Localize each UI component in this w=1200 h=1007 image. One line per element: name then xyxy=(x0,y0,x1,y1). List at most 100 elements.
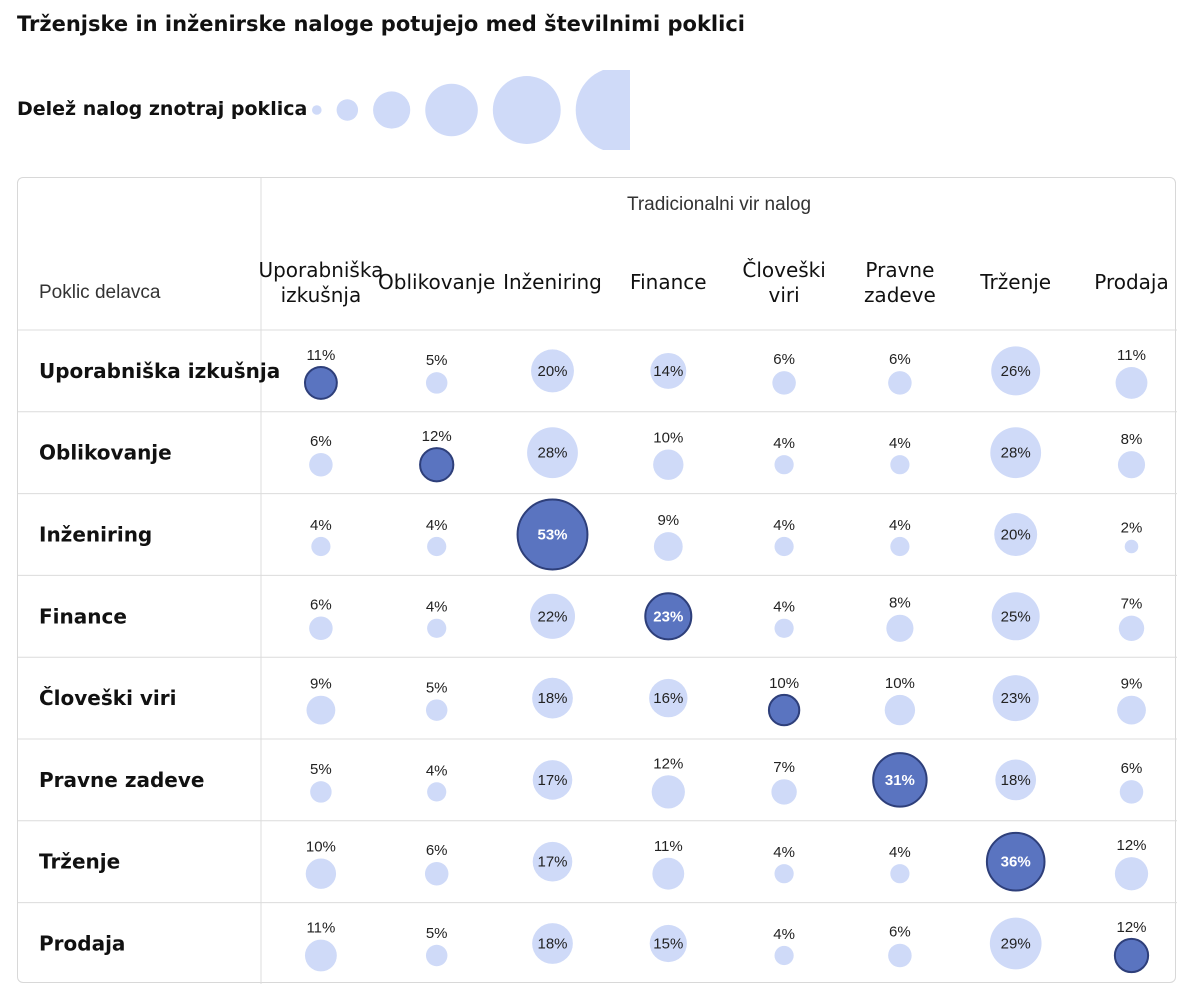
data-label: 6% xyxy=(426,842,448,859)
row-header: Inženiring xyxy=(39,523,152,547)
data-bubble xyxy=(1119,780,1144,804)
data-bubble xyxy=(653,449,684,480)
legend-label: Delež nalog znotraj poklica xyxy=(17,98,308,120)
data-bubble xyxy=(424,861,449,886)
column-header-line: Človeški xyxy=(742,258,825,282)
data-label: 7% xyxy=(773,759,795,776)
row-header: Pravne zadeve xyxy=(39,768,204,792)
data-label: 4% xyxy=(773,599,795,616)
column-header: Finance xyxy=(630,270,707,294)
data-bubble xyxy=(774,536,794,557)
data-bubble xyxy=(425,372,448,394)
data-bubble xyxy=(652,857,685,890)
data-label: 4% xyxy=(426,599,448,616)
row-header: Finance xyxy=(39,604,127,628)
data-bubble xyxy=(992,675,1039,722)
column-header-line: Finance xyxy=(630,270,707,294)
data-bubble xyxy=(1117,695,1146,725)
data-bubble xyxy=(649,678,688,718)
data-label: 16% xyxy=(653,690,683,707)
data-bubble xyxy=(771,779,797,805)
data-label: 10% xyxy=(769,675,799,692)
column-header-line: Prodaja xyxy=(1094,270,1169,294)
data-label: 17% xyxy=(537,772,567,789)
data-bubble xyxy=(427,782,447,802)
data-label: 4% xyxy=(889,435,911,452)
data-bubble xyxy=(1117,451,1146,479)
data-label: 12% xyxy=(1116,837,1146,854)
row-header: Trženje xyxy=(39,850,120,874)
legend-bubble xyxy=(425,83,478,137)
column-header: Uporabniška izkušnja xyxy=(258,258,383,307)
data-label: 9% xyxy=(310,676,332,693)
data-label: 18% xyxy=(537,690,567,707)
data-label: 9% xyxy=(1121,676,1143,693)
row-header: Prodaja xyxy=(39,932,125,956)
column-header: Inženiring xyxy=(503,270,602,294)
data-bubble xyxy=(1115,366,1148,399)
data-label: 28% xyxy=(537,445,567,462)
data-bubble xyxy=(994,513,1038,556)
data-bubble xyxy=(303,365,338,400)
data-label: 10% xyxy=(653,430,683,447)
data-label: 5% xyxy=(426,679,448,696)
data-bubble xyxy=(991,346,1041,396)
data-label: 5% xyxy=(426,352,448,369)
data-label: 53% xyxy=(537,527,567,544)
column-header-line: Pravne xyxy=(865,258,934,282)
data-bubble xyxy=(774,864,794,884)
data-label: 8% xyxy=(889,595,911,612)
data-bubble xyxy=(890,455,910,475)
data-label: 22% xyxy=(537,608,567,625)
data-label: 4% xyxy=(426,517,448,534)
data-label: 11% xyxy=(306,920,335,937)
data-label: 11% xyxy=(1117,347,1146,364)
data-label: 18% xyxy=(1001,772,1031,789)
row-header: Uporabniška izkušnja xyxy=(39,359,280,383)
data-bubble xyxy=(774,618,794,638)
data-bubble xyxy=(653,532,683,561)
data-bubble xyxy=(309,452,333,477)
data-bubble xyxy=(529,593,576,639)
data-bubble xyxy=(774,455,794,475)
data-label: 6% xyxy=(1121,760,1143,777)
row-header: Človeški viri xyxy=(39,686,177,710)
data-label: 18% xyxy=(537,936,567,953)
data-label: 4% xyxy=(773,435,795,452)
data-bubble xyxy=(309,616,333,641)
data-bubble xyxy=(995,759,1037,801)
data-label: 20% xyxy=(537,363,567,380)
data-bubble xyxy=(649,924,687,963)
data-label: 36% xyxy=(1001,854,1031,871)
data-label: 5% xyxy=(426,925,448,942)
data-bubble xyxy=(991,592,1040,641)
data-bubble xyxy=(532,841,573,882)
data-label: 29% xyxy=(1001,936,1031,953)
data-label: 8% xyxy=(1121,431,1143,448)
data-label: 4% xyxy=(773,926,795,943)
data-label: 25% xyxy=(1001,608,1031,625)
data-label: 12% xyxy=(653,755,683,772)
data-label: 4% xyxy=(773,844,795,861)
column-header: Prodaja xyxy=(1094,270,1169,294)
data-label: 6% xyxy=(310,597,332,614)
data-label: 17% xyxy=(537,854,567,871)
data-bubble xyxy=(651,775,685,809)
legend-bubble xyxy=(336,99,359,121)
column-header: Oblikovanje xyxy=(378,270,495,294)
data-label: 6% xyxy=(889,924,911,941)
data-bubble xyxy=(650,352,687,389)
data-bubble xyxy=(419,447,455,483)
data-bubble xyxy=(985,831,1046,892)
legend-bubble xyxy=(373,91,411,129)
data-label: 5% xyxy=(310,761,332,778)
data-bubble xyxy=(1124,539,1139,554)
data-label: 11% xyxy=(306,347,335,364)
data-label: 23% xyxy=(1001,690,1031,707)
matrix-panel: Tradicionalni vir nalog Poklic delavca Upo… xyxy=(17,177,1177,984)
data-label: 26% xyxy=(1001,363,1031,380)
legend-bubble xyxy=(312,105,322,115)
data-label: 2% xyxy=(1121,520,1143,537)
column-header: Človeški viri xyxy=(742,258,825,307)
column-header: Trženje xyxy=(979,270,1051,294)
